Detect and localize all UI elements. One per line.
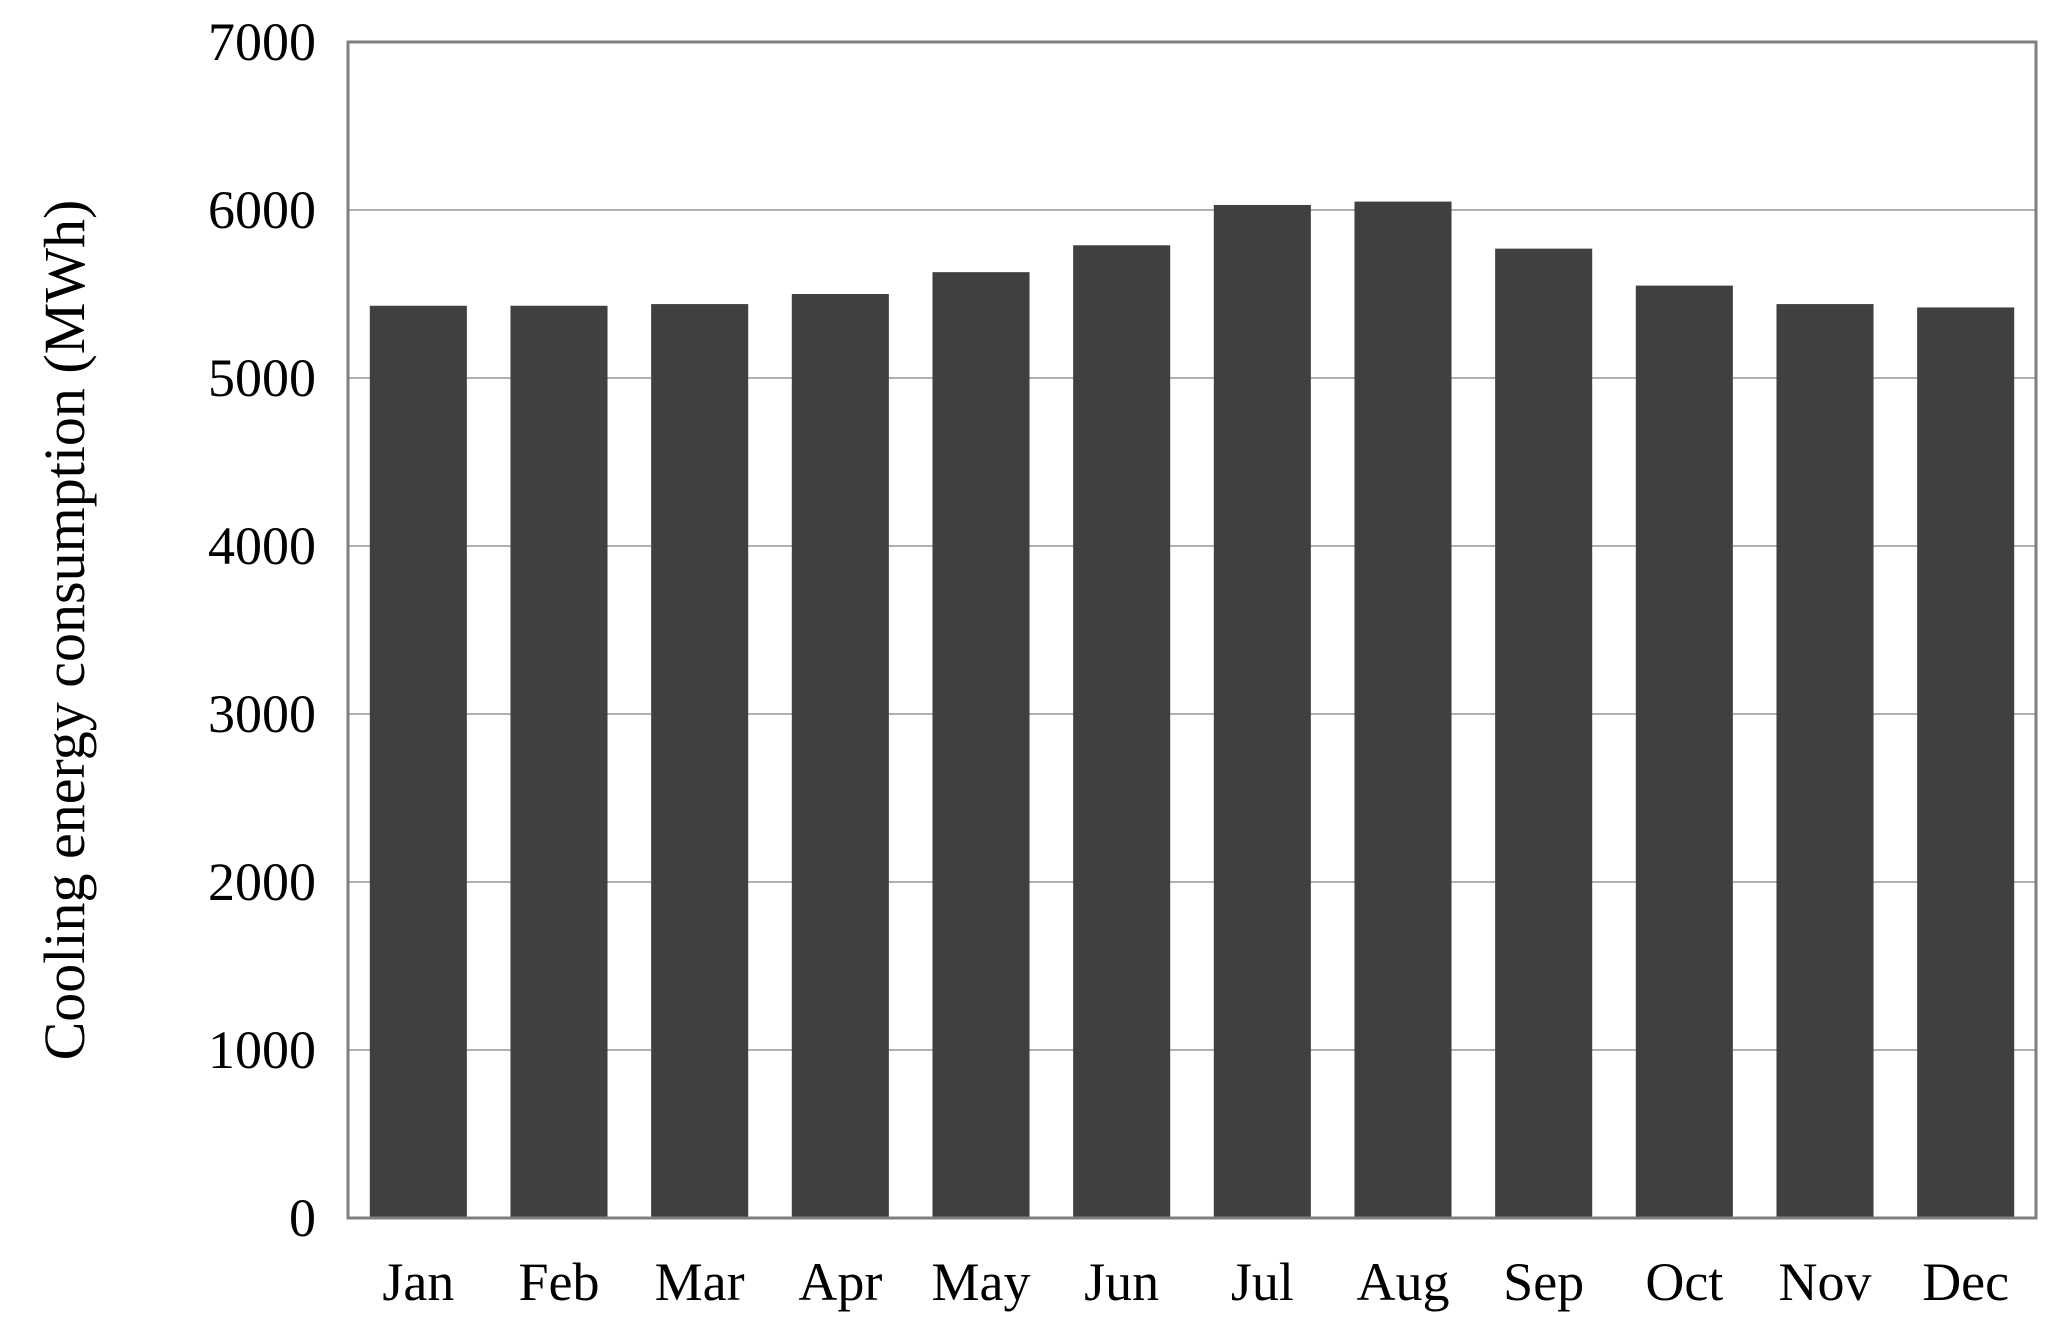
bars xyxy=(369,201,2015,1219)
x-tick-label: Feb xyxy=(519,1252,600,1312)
gridlines xyxy=(348,209,2036,1051)
bar-jun xyxy=(1073,245,1171,1218)
bar-oct xyxy=(1635,285,1733,1219)
x-tick-label: May xyxy=(932,1252,1031,1312)
x-tick-label: Sep xyxy=(1503,1252,1584,1312)
bar-jan xyxy=(369,305,467,1218)
x-axis-ticks: Jan Feb Mar Apr May Jun Jul Aug Sep Oct Nov Dec xyxy=(382,1252,2009,1312)
bar-apr xyxy=(791,294,889,1218)
x-tick-label: Dec xyxy=(1922,1252,2009,1312)
x-tick-label: Nov xyxy=(1779,1252,1872,1312)
bar-mar xyxy=(651,304,749,1219)
x-tick-label: Jan xyxy=(382,1252,454,1312)
bar-may xyxy=(932,272,1030,1218)
bar-dec xyxy=(1917,307,2015,1218)
y-tick-label: 1000 xyxy=(208,1020,316,1080)
y-tick-label: 7000 xyxy=(208,12,316,72)
x-tick-label: Mar xyxy=(655,1252,745,1312)
x-tick-label: Jul xyxy=(1231,1252,1294,1312)
bar-feb xyxy=(510,305,608,1218)
x-tick-label: Apr xyxy=(798,1252,882,1312)
y-tick-label: 2000 xyxy=(208,852,316,912)
y-tick-label: 0 xyxy=(289,1188,316,1248)
bar-nov xyxy=(1776,304,1874,1219)
bar-sep xyxy=(1495,248,1593,1218)
y-axis-ticks: 0 1000 2000 3000 4000 5000 6000 7000 xyxy=(208,12,316,1248)
y-tick-label: 5000 xyxy=(208,348,316,408)
y-tick-label: 4000 xyxy=(208,516,316,576)
y-axis-title: Cooling energy consumption (MWh) xyxy=(32,200,97,1061)
bar-jul xyxy=(1213,204,1311,1218)
y-tick-label: 3000 xyxy=(208,684,316,744)
bar-aug xyxy=(1354,201,1452,1219)
x-tick-label: Jun xyxy=(1084,1252,1159,1312)
x-tick-label: Aug xyxy=(1357,1252,1450,1312)
plot-frame xyxy=(346,40,2038,1220)
y-tick-label: 6000 xyxy=(208,180,316,240)
x-tick-label: Oct xyxy=(1645,1252,1723,1312)
